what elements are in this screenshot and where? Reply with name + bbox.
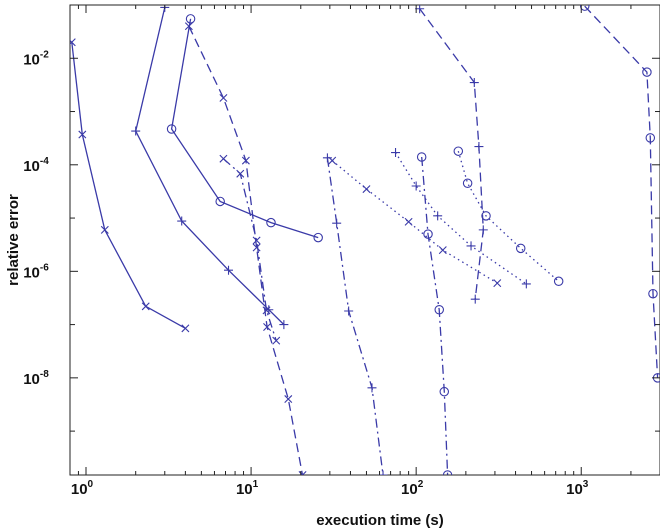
circle-marker xyxy=(439,386,450,397)
plus-marker xyxy=(521,279,531,289)
series-7 xyxy=(328,156,502,288)
x-marker xyxy=(438,246,447,255)
series-2 xyxy=(131,5,289,330)
circle-marker xyxy=(166,124,177,134)
circle-marker xyxy=(462,178,473,189)
series-11 xyxy=(415,5,488,304)
series-1 xyxy=(70,38,190,333)
circle-marker xyxy=(515,243,526,254)
series-6 xyxy=(322,153,388,475)
x-marker xyxy=(362,185,371,194)
plus-marker xyxy=(367,383,377,393)
circle-marker xyxy=(434,304,444,315)
x-marker xyxy=(70,38,76,47)
series-line xyxy=(135,7,285,326)
x-marker xyxy=(219,154,228,163)
circle-marker xyxy=(313,232,323,243)
circle-marker xyxy=(648,288,658,299)
circle-marker xyxy=(642,67,652,77)
series-line xyxy=(394,152,527,285)
x-marker xyxy=(262,306,271,315)
circle-marker xyxy=(266,217,276,228)
x-tick-label: 102 xyxy=(401,479,424,498)
series-4 xyxy=(184,22,307,475)
x-marker xyxy=(272,336,281,345)
plus-marker xyxy=(466,241,476,251)
series-line xyxy=(188,25,304,475)
plus-marker xyxy=(391,148,401,158)
axis-ticks: 100 101 102 103 10-8 10-6 10-4 10-2 xyxy=(23,5,660,498)
plus-marker xyxy=(131,126,141,136)
series-10 xyxy=(416,152,453,475)
x-tick-label: 103 xyxy=(566,479,589,498)
y-tick-label: 10-4 xyxy=(23,156,49,175)
x-marker xyxy=(181,324,190,333)
x-marker xyxy=(100,225,109,234)
x-marker xyxy=(328,156,337,165)
x-tick-label: 100 xyxy=(71,479,94,498)
series-line xyxy=(222,158,277,341)
x-marker xyxy=(404,217,413,226)
x-marker xyxy=(184,22,193,31)
x-marker xyxy=(252,236,261,245)
y-tick-label: 10-8 xyxy=(23,369,49,388)
series-line xyxy=(71,42,186,329)
plus-marker xyxy=(344,306,354,316)
plot-frame xyxy=(69,4,660,476)
series-line xyxy=(326,157,384,475)
x-marker xyxy=(284,395,293,404)
circle-marker xyxy=(481,211,491,221)
plus-marker xyxy=(177,216,187,226)
circle-marker xyxy=(553,276,564,287)
series-line xyxy=(584,5,659,378)
series-3 xyxy=(166,14,323,243)
plus-marker xyxy=(433,211,443,221)
plus-marker xyxy=(279,320,289,330)
series-line xyxy=(457,151,560,282)
series-12 xyxy=(579,5,660,383)
circle-marker xyxy=(579,5,590,11)
series-line xyxy=(421,156,449,475)
plus-marker xyxy=(470,294,480,304)
y-axis-label: relative error xyxy=(5,194,22,286)
plus-marker xyxy=(378,470,388,475)
series-line xyxy=(170,18,319,239)
x-marker xyxy=(252,243,261,252)
x-axis-label: execution time (s) xyxy=(316,512,444,529)
series-line xyxy=(331,160,498,284)
x-marker xyxy=(236,169,245,178)
plus-marker xyxy=(224,265,234,275)
plus-marker xyxy=(474,142,484,152)
y-tick-label: 10-6 xyxy=(23,262,49,281)
x-tick-label: 101 xyxy=(236,479,259,498)
series-9 xyxy=(453,146,564,287)
series-line xyxy=(419,8,484,300)
x-marker xyxy=(298,471,307,475)
x-marker xyxy=(263,323,272,332)
circle-marker xyxy=(185,14,196,24)
circle-marker xyxy=(442,470,453,475)
series-5 xyxy=(219,154,281,345)
plus-marker xyxy=(469,78,479,88)
plus-marker xyxy=(322,153,332,163)
series-8 xyxy=(391,148,531,289)
x-marker xyxy=(141,302,150,311)
x-marker xyxy=(219,93,228,102)
circle-marker xyxy=(416,152,427,162)
series-layer xyxy=(70,5,660,475)
x-marker xyxy=(493,279,502,288)
circle-marker xyxy=(215,196,225,207)
circle-marker xyxy=(645,133,656,143)
x-marker xyxy=(78,130,87,139)
y-tick-label: 10-2 xyxy=(23,49,49,68)
plus-marker xyxy=(411,181,421,191)
plus-marker xyxy=(332,218,342,228)
circle-marker xyxy=(453,146,464,156)
x-marker xyxy=(241,156,250,165)
plus-marker xyxy=(478,225,488,235)
circle-marker xyxy=(423,229,433,239)
